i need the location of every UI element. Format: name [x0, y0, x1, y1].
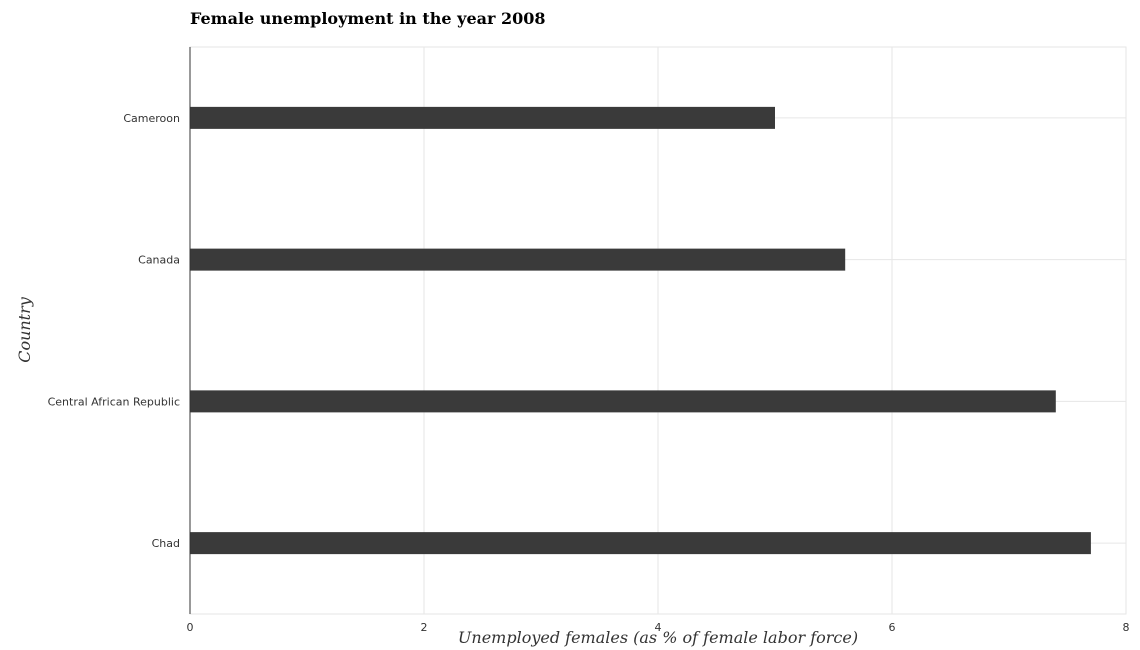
bars [190, 106, 1091, 555]
x-tick-label: 2 [421, 621, 428, 634]
bar-central-african-republic [190, 390, 1056, 413]
x-tick-label: 6 [889, 621, 896, 634]
x-tick-label: 0 [187, 621, 194, 634]
y-tick-label: Cameroon [123, 112, 180, 125]
bar-canada [190, 248, 846, 271]
x-tick-label: 8 [1123, 621, 1130, 634]
x-axis-label: Unemployed females (as % of female labor… [458, 628, 858, 647]
y-tick-labels: Cameroon Canada Central African Republic Ch… [48, 112, 180, 550]
y-tick-label: Chad [152, 537, 180, 550]
bar-chad [190, 532, 1091, 555]
x-tick-labels: 0 2 4 6 8 [187, 621, 1130, 634]
y-tick-label: Canada [138, 254, 180, 267]
y-axis-label: Country [15, 296, 34, 363]
y-tick-label: Central African Republic [48, 395, 180, 408]
bar-cameroon [190, 106, 775, 129]
chart-title: Female unemployment in the year 2008 [190, 9, 546, 28]
grid [189, 46, 1127, 615]
x-tick-label: 4 [655, 621, 662, 634]
